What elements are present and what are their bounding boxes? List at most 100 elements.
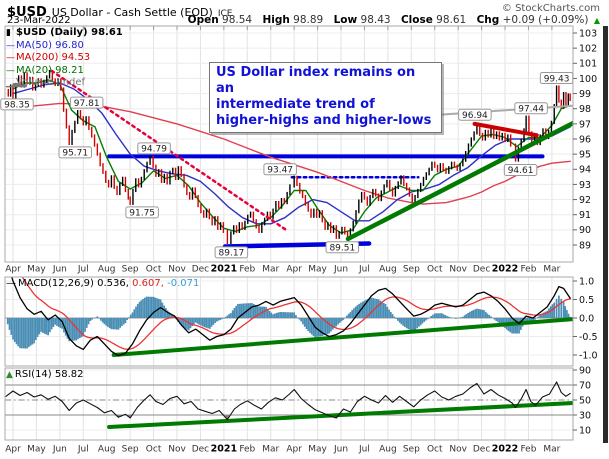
price-labels: 98.35 97.81 95.71 94.79 91.75 89.17 93.47 89.51… [0, 72, 574, 259]
legend-price: ▮ $USD (Daily) 98.61 [6, 27, 123, 38]
price-label: 89.17 [219, 249, 245, 259]
x-axis-month-label: Sep [122, 445, 139, 455]
x-axis-month-label: 2022 [492, 264, 518, 275]
open-label: Open [187, 14, 219, 26]
y-axis-label: 0.5 [579, 295, 594, 306]
x-axis-month-label: Sep [403, 445, 420, 455]
x-axis-month-label: Feb [520, 445, 536, 455]
price-label: 91.75 [129, 209, 155, 219]
x-axis-month-label: Dec [473, 445, 490, 455]
x-axis-month-label: Aug [379, 445, 397, 455]
y-axis-label: 99 [579, 89, 591, 100]
y-axis-label: 1.0 [579, 276, 594, 287]
y-axis-label: 90 [579, 225, 591, 236]
y-axis-label: 50 [579, 395, 591, 406]
y-axis-label: 100 [579, 74, 597, 85]
price-label-box [58, 146, 92, 159]
x-axis-month-label: Dec [473, 265, 490, 275]
y-axis-label: 96 [579, 134, 591, 145]
y-axis-label: -1.0 [579, 350, 598, 361]
x-axis-month-label: Mar [543, 265, 560, 275]
rsi-legend: ▲ RSI(14) 58.82 [6, 369, 84, 380]
price-label-box [514, 102, 548, 115]
low-label: Low [333, 14, 358, 26]
x-axis-month-label: Jun [52, 445, 67, 455]
x-axis-month-label: 2022 [492, 444, 518, 455]
price-label: 99.43 [544, 74, 570, 84]
x-axis-month-label: Nov [449, 265, 467, 275]
x-axis-months-bottom: Apr May Jun Jul Aug Sep Oct Nov Dec 2021 Feb Mar Apr… [5, 444, 560, 455]
close-value: 98.61 [436, 14, 467, 26]
y-axis-label: 90 [579, 365, 591, 376]
x-axis-month-label: May [27, 265, 46, 275]
x-axis-month-label: Mar [262, 445, 279, 455]
price-label: 98.35 [4, 101, 30, 111]
y-axis-label: 95 [579, 150, 591, 161]
instrument-title: US Dollar - Cash Settle (EOD) [51, 6, 213, 19]
candlestick-icon: ▮ [6, 28, 11, 38]
symbol: $USD [7, 5, 47, 20]
price-label-box [325, 241, 360, 254]
x-axis-month-label: Aug [379, 265, 397, 275]
x-axis-month-label: Aug [98, 265, 116, 275]
open-value: 98.54 [222, 14, 253, 26]
x-axis-month-label: Dec [192, 265, 209, 275]
close-label: Close [400, 14, 433, 26]
x-axis-month-label: Nov [168, 445, 186, 455]
y-axis-label: 102 [579, 44, 597, 55]
x-axis-month-label: Feb [239, 265, 255, 275]
x-axis-month-label: Apr [286, 265, 302, 275]
x-axis-month-label: Jun [333, 445, 348, 455]
volume-bars-icon: ▁▃▂ [6, 78, 27, 88]
annotation-line: higher-highs and higher-lows [216, 113, 432, 128]
x-axis-month-label: Dec [192, 445, 209, 455]
x-axis-month-label: Jun [333, 265, 348, 275]
y-axis-label: 97 [579, 119, 591, 130]
exchange: ICE [217, 9, 233, 19]
x-axis-month-label: May [308, 265, 327, 275]
x-axis-month-label: May [308, 445, 327, 455]
price-label: 89.51 [329, 243, 355, 253]
price-label-box [263, 163, 297, 176]
x-axis-month-label: Feb [239, 445, 255, 455]
x-axis-month-label: Nov [449, 445, 467, 455]
price-label-box [214, 246, 249, 259]
macd-pane [5, 277, 573, 366]
copyright: © StockCharts.com [501, 3, 600, 14]
price-label: 94.79 [141, 145, 167, 155]
x-axis-month-label: Sep [403, 265, 420, 275]
change-up-arrow: ▲ [593, 16, 600, 25]
y-axis-label: 70 [579, 380, 591, 391]
x-axis-month-label: Jul [77, 265, 89, 275]
y-axis-label: 98 [579, 104, 591, 115]
y-axis-label: 30 [579, 410, 591, 421]
annotation-box: US Dollar index remains on an intermedia… [209, 62, 442, 133]
y-axis-label: 101 [579, 59, 597, 70]
annotation-line: US Dollar index remains on an [216, 65, 416, 96]
x-axis-month-label: Apr [5, 445, 21, 455]
change-value: +0.09 (+0.09%) [502, 14, 589, 26]
high-label: High [262, 14, 290, 26]
right-edge-bar [603, 26, 608, 443]
x-axis-month-label: Oct [146, 265, 162, 275]
y-axis-label: 91 [579, 210, 591, 221]
legend-ma20: —MA(20) 98.21 [6, 64, 84, 76]
line-icon: — [6, 40, 15, 51]
price-label: 95.71 [62, 149, 88, 159]
main-legend: ▮ $USD (Daily) 98.61 —MA(50) 96.80 —MA(20… [6, 27, 123, 90]
x-axis-month-label: Jul [77, 445, 89, 455]
price-label: 93.47 [267, 166, 293, 176]
y-axis-label: 93 [579, 180, 591, 191]
mountain-icon: ▲ [6, 370, 13, 380]
x-axis-month-label: Feb [520, 265, 536, 275]
x-axis-month-label: Oct [427, 445, 443, 455]
legend-ma200: —MA(200) 94.53 [6, 52, 91, 63]
x-axis-month-label: May [27, 445, 46, 455]
price-label-box [0, 98, 34, 111]
x-axis-month-label: Sep [122, 265, 139, 275]
chart-date: 23-Mar-2022 [7, 15, 71, 26]
y-axis-label: 103 [579, 28, 597, 39]
price-label-box [69, 96, 104, 109]
x-axis-month-label: Apr [286, 445, 302, 455]
